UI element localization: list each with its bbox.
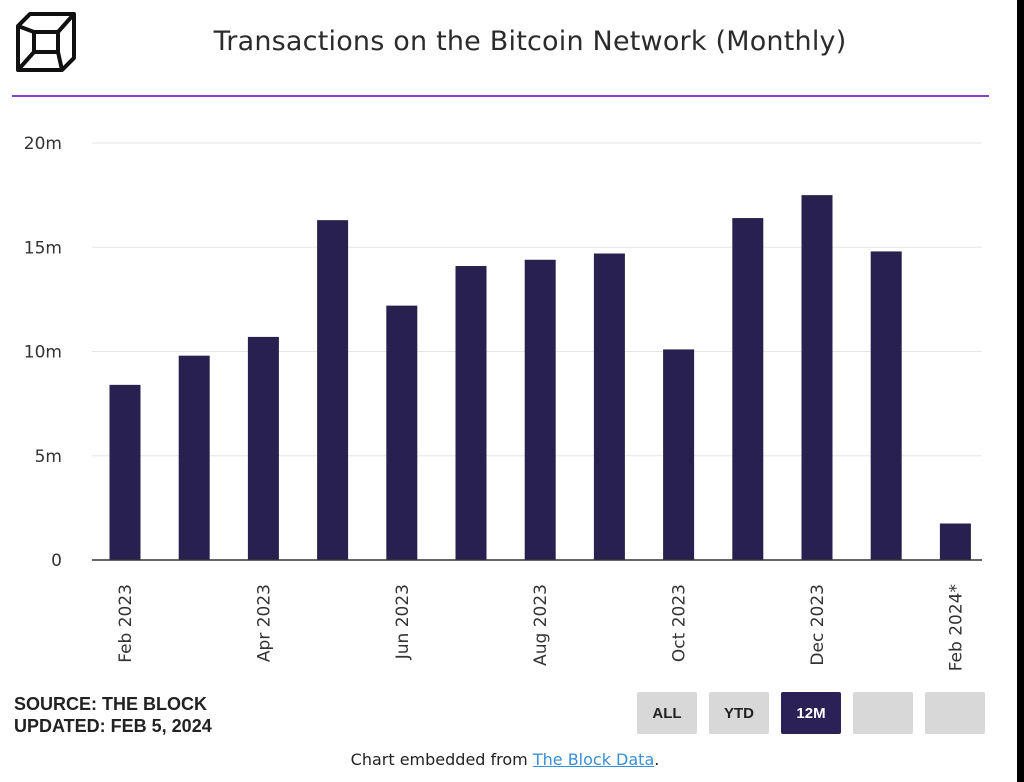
bar [247,336,279,560]
y-tick-label: 5m [35,447,62,467]
x-tick-label: Apr 2023 [254,584,274,662]
bar [593,253,625,560]
y-tick-label: 10m [24,343,62,363]
range-button-12m[interactable]: 12M [781,692,841,734]
the-block-data-link[interactable]: The Block Data [532,750,655,769]
updated-label: UPDATED: FEB 5, 2024 [14,716,212,736]
y-tick-label: 0 [51,551,62,571]
bar [801,195,833,560]
embed-footer: Chart embedded from The Block Data. [0,750,1010,769]
footer-suffix: . [654,750,660,769]
x-tick-label: Aug 2023 [531,584,551,666]
range-button-4[interactable] [853,692,913,734]
x-tick-label: Oct 2023 [670,584,690,662]
source-block: SOURCE: THE BLOCK UPDATED: FEB 5, 2024 [14,693,212,737]
x-tick-label: Feb 2024* [946,584,966,671]
bar [939,523,971,560]
range-button-group: ALL YTD 12M [637,692,985,734]
x-tick-label: Feb 2023 [116,584,136,663]
x-tick-label: Dec 2023 [808,584,828,666]
bar [870,251,902,561]
bar [178,355,210,560]
bar [109,384,141,560]
y-tick-label: 15m [24,238,62,258]
bar [524,259,556,560]
bar [386,305,418,560]
bar-chart: 0 5m 10m 15m 20m Feb 2023 Apr 2023 Jun 2023 Aug … [24,134,982,671]
bar [455,266,487,560]
y-tick-label: 20m [24,134,62,154]
range-button-5[interactable] [925,692,985,734]
range-button-all[interactable]: ALL [637,692,697,734]
footer-prefix: Chart embedded from [350,750,533,769]
title-divider [12,95,989,97]
chart-title: Transactions on the Bitcoin Network (Mon… [213,26,847,57]
bar [732,218,764,560]
x-tick-label: Jun 2023 [393,584,413,660]
source-label: SOURCE: THE BLOCK [14,694,207,714]
bar [317,220,349,560]
range-button-ytd[interactable]: YTD [709,692,769,734]
the-block-logo-icon [16,12,76,72]
bar [663,349,695,560]
window-edge [1017,0,1024,782]
